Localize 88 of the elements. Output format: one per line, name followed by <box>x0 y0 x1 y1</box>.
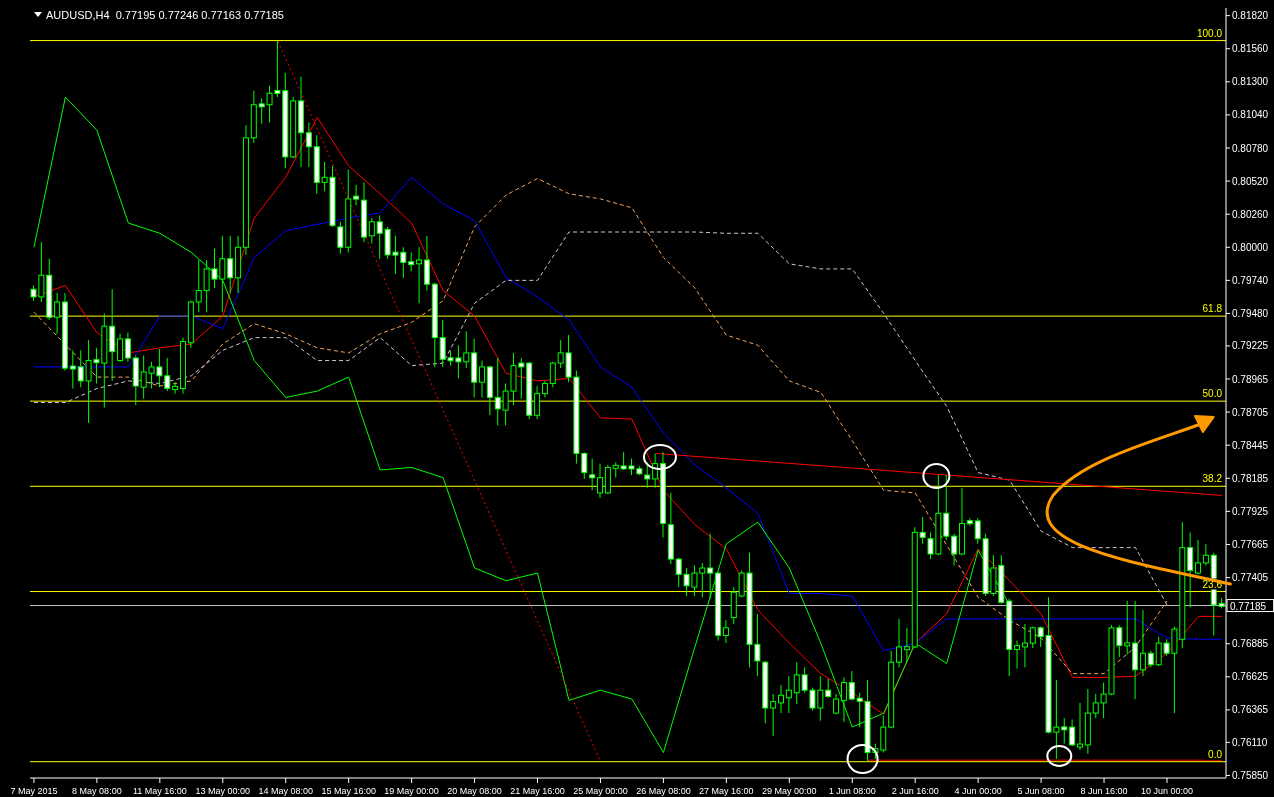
annotation: 38.2 <box>1202 473 1223 485</box>
y-tick-label: 0.79740 <box>1232 274 1269 286</box>
candlestick <box>172 381 179 395</box>
candlestick <box>1069 718 1076 747</box>
ref-line-label: 0.77185 <box>1230 600 1267 612</box>
candlestick <box>896 618 903 668</box>
candlestick <box>951 533 958 566</box>
y-tick-label: 0.77405 <box>1232 572 1269 584</box>
y-tick-label: 0.78705 <box>1232 406 1269 418</box>
y-tick-label: 0.78445 <box>1232 439 1269 451</box>
candlestick <box>770 693 777 737</box>
x-tick-label: 19 May 00:00 <box>384 786 439 796</box>
x-tick-label: 29 May 00:00 <box>762 786 817 796</box>
candlestick <box>840 676 847 723</box>
candlestick <box>903 627 910 663</box>
candlestick <box>1202 543 1209 566</box>
chart-title: AUDUSD,H4 0.77195 0.77246 0.77163 0.77185 <box>46 9 284 21</box>
candlestick <box>785 675 792 714</box>
x-tick-label: 2 Jun 16:00 <box>891 786 939 796</box>
y-tick-label: 0.77925 <box>1232 505 1269 517</box>
y-tick-label: 0.78185 <box>1232 472 1269 484</box>
y-tick-label: 0.75850 <box>1232 770 1269 781</box>
candlestick <box>227 235 234 294</box>
y-tick-label: 0.78965 <box>1232 373 1269 385</box>
candlestick <box>589 458 596 491</box>
candlestick <box>597 463 604 499</box>
candlestick <box>353 184 360 206</box>
candlestick <box>1139 609 1146 677</box>
candlestick <box>644 461 651 489</box>
candlestick <box>124 332 131 363</box>
candlestick <box>479 360 485 398</box>
y-tick-label: 0.76365 <box>1232 704 1269 716</box>
x-tick-label: 8 May 08:00 <box>72 786 122 796</box>
candlestick <box>825 678 832 699</box>
x-tick-label: 5 Jun 08:00 <box>1017 786 1065 796</box>
y-tick-label: 0.76625 <box>1232 671 1269 683</box>
y-tick-label: 0.80000 <box>1232 241 1269 253</box>
candlestick <box>1021 623 1028 668</box>
candlestick <box>368 217 375 244</box>
candlestick <box>69 349 76 390</box>
x-tick-label: 25 May 00:00 <box>573 786 628 796</box>
y-tick-label: 0.80260 <box>1232 208 1269 220</box>
x-tick-label: 11 May 16:00 <box>132 786 187 796</box>
candlestick <box>408 251 415 272</box>
annotation: 100.0 <box>1196 27 1223 39</box>
annotation: 61.8 <box>1202 303 1223 315</box>
x-tick-label: 21 May 16:00 <box>510 786 565 796</box>
x-tick-label: 7 May 2015 <box>10 786 58 796</box>
candlestick <box>117 333 124 363</box>
x-tick-label: 27 May 16:00 <box>699 786 754 796</box>
candlestick <box>848 670 855 701</box>
y-tick-label: 0.81040 <box>1232 109 1269 121</box>
y-tick-label: 0.81820 <box>1232 10 1269 22</box>
y-tick-label: 0.81300 <box>1232 76 1269 88</box>
x-tick-label: 26 May 08:00 <box>636 786 691 796</box>
candlestick <box>707 533 714 600</box>
y-tick-label: 0.76885 <box>1232 638 1269 650</box>
candlestick <box>54 292 61 335</box>
candlestick <box>534 385 541 420</box>
y-tick-label: 0.77665 <box>1232 539 1269 550</box>
candlestick <box>416 246 423 304</box>
candlestick <box>1187 531 1194 608</box>
x-tick-label: 13 May 00:00 <box>195 786 251 796</box>
candlestick <box>1195 539 1202 575</box>
y-tick-label: 0.80780 <box>1232 142 1269 154</box>
y-tick-label: 0.79480 <box>1232 308 1269 319</box>
x-tick-label: 14 May 08:00 <box>258 786 313 796</box>
candlestick <box>1124 600 1131 656</box>
y-tick-label: 0.79225 <box>1232 340 1269 352</box>
annotation: 50.0 <box>1202 388 1223 400</box>
candlestick <box>1014 640 1021 670</box>
x-tick-label: 15 May 16:00 <box>321 786 376 796</box>
x-tick-label: 8 Jun 16:00 <box>1080 786 1128 796</box>
y-tick-label: 0.76110 <box>1232 736 1268 748</box>
y-tick-label: 0.81560 <box>1232 43 1269 55</box>
annotation: 0.0 <box>1208 748 1223 760</box>
x-tick-label: 10 Jun 00:00 <box>1140 786 1194 796</box>
x-tick-label: 20 May 08:00 <box>447 786 502 796</box>
candlestick <box>1077 702 1083 751</box>
line-series <box>33 231 1168 606</box>
candlestick <box>722 619 729 644</box>
y-tick-label: 0.80520 <box>1232 175 1269 187</box>
candlestick <box>778 684 784 714</box>
x-tick-label: 4 Jun 00:00 <box>954 786 1002 796</box>
candlestick <box>305 122 312 168</box>
candlestick <box>652 452 659 489</box>
x-tick-label: 1 Jun 08:00 <box>828 786 876 796</box>
candlestick <box>549 361 556 388</box>
